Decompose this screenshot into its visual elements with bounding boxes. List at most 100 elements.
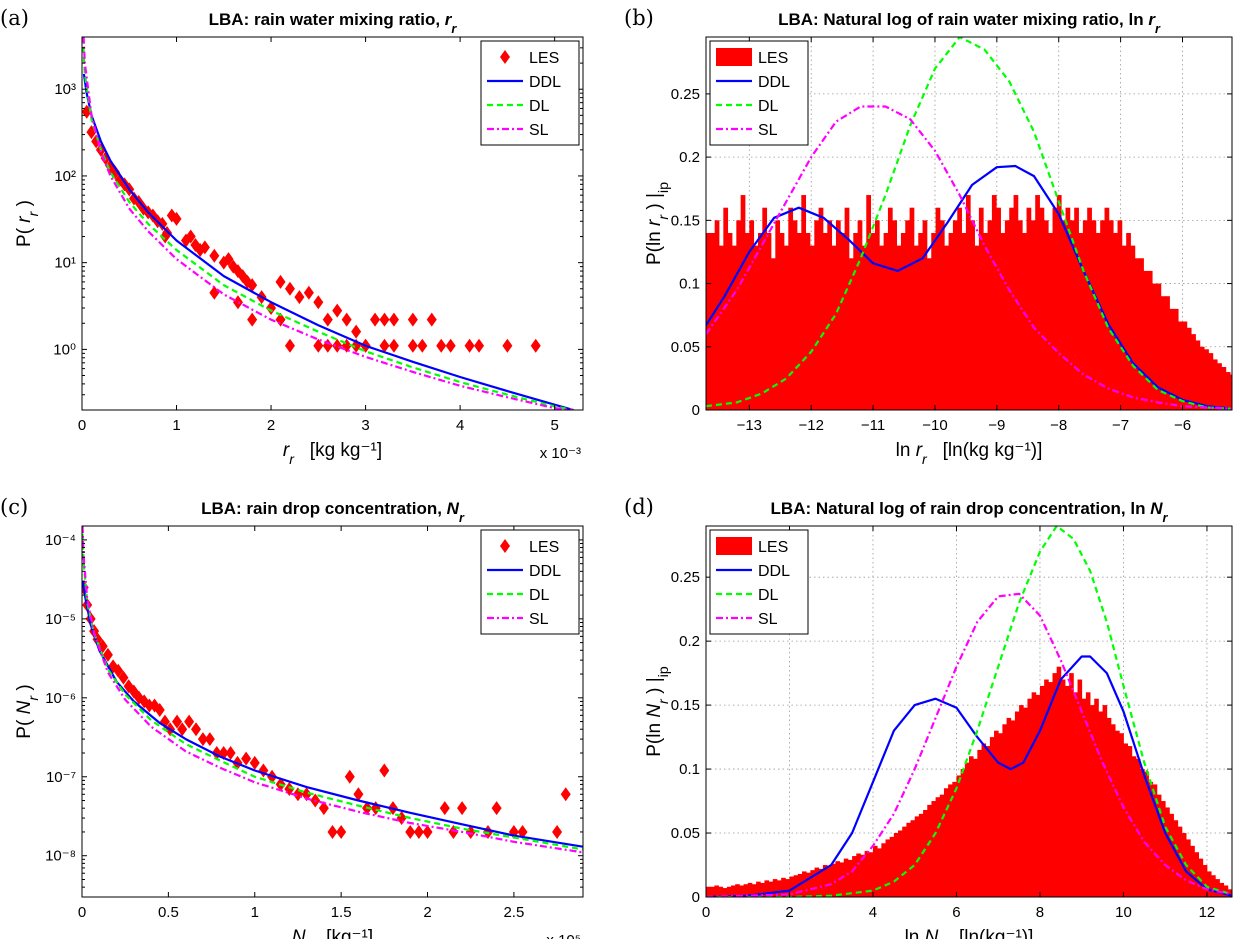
xlabel-symbol: r bbox=[283, 440, 290, 461]
hist-bar bbox=[977, 749, 982, 897]
y-axis-label: P(ln Nr ) |ip bbox=[644, 666, 672, 757]
y-tick-label: 0.1 bbox=[679, 276, 700, 293]
hist-bar bbox=[1127, 746, 1133, 897]
hist-bar bbox=[1035, 694, 1041, 897]
hist-bar bbox=[887, 207, 893, 410]
les-marker bbox=[379, 312, 390, 327]
les-marker bbox=[439, 801, 450, 816]
les-marker bbox=[332, 303, 343, 318]
hist-bar bbox=[1173, 308, 1179, 410]
les-marker bbox=[313, 295, 324, 310]
hist-bar bbox=[818, 868, 824, 897]
hist-bar bbox=[1195, 340, 1201, 410]
hist-bar bbox=[1186, 327, 1192, 410]
les-marker bbox=[284, 281, 295, 296]
hist-bar bbox=[1186, 839, 1191, 897]
hist-bar bbox=[805, 232, 811, 410]
hist-bar bbox=[1215, 879, 1220, 897]
hist-bar bbox=[776, 880, 782, 897]
hist-bar bbox=[822, 232, 828, 410]
axes-frame bbox=[705, 525, 1233, 898]
hist-bar bbox=[1181, 833, 1187, 897]
hist-bar bbox=[900, 232, 906, 410]
x-tick-label: 5 bbox=[550, 417, 558, 434]
hist-bar bbox=[722, 888, 728, 897]
panel-label: (b) bbox=[624, 6, 654, 30]
hist-bar bbox=[1169, 813, 1174, 897]
y-axis-ticks: 10⁻⁸ 10⁻⁷ 10⁻⁶ 10⁻⁵ 10⁻⁴ bbox=[45, 532, 583, 888]
x-tick-label: −9 bbox=[988, 417, 1005, 434]
legend-label: LES bbox=[758, 50, 788, 67]
hist-bar bbox=[1161, 801, 1166, 897]
hist-bar bbox=[852, 856, 857, 897]
legend-box bbox=[480, 529, 580, 635]
x-axis-ticks: 0 0.5 1 1.5 2 2.5 bbox=[78, 526, 524, 921]
x-tick-label: 2.5 bbox=[503, 904, 524, 921]
histogram-les bbox=[706, 195, 1232, 410]
les-marker bbox=[223, 252, 234, 267]
x-tick-label: 1 bbox=[172, 417, 180, 434]
hist-bar bbox=[948, 232, 954, 410]
les-marker bbox=[102, 647, 113, 662]
hist-bar bbox=[714, 885, 719, 897]
les-marker bbox=[166, 208, 177, 223]
hist-bar bbox=[1094, 698, 1099, 897]
hist-bar bbox=[853, 232, 859, 410]
hist-bar bbox=[810, 870, 815, 897]
hist-bar bbox=[1017, 220, 1023, 410]
x-tick-label: 2 bbox=[423, 904, 431, 921]
les-marker bbox=[422, 824, 433, 839]
legend-swatch-les bbox=[500, 50, 510, 64]
les-marker bbox=[249, 755, 260, 770]
hist-bar bbox=[844, 207, 850, 410]
title-symbol: r bbox=[445, 10, 453, 29]
xlabel-symbol: N bbox=[925, 927, 939, 939]
les-marker bbox=[303, 285, 314, 300]
les-marker bbox=[199, 240, 210, 255]
hist-bar bbox=[935, 207, 941, 410]
hist-bar bbox=[1013, 195, 1019, 410]
hist-bar bbox=[868, 852, 874, 897]
hist-bar bbox=[973, 758, 978, 897]
title-symbol: r bbox=[1148, 10, 1156, 29]
hist-bar bbox=[1165, 807, 1170, 897]
les-marker bbox=[144, 698, 155, 713]
hist-bar bbox=[866, 195, 872, 410]
les-marker bbox=[313, 338, 324, 353]
hist-bar bbox=[739, 885, 744, 897]
hist-bar bbox=[964, 762, 970, 897]
hist-bar bbox=[809, 245, 815, 410]
hist-bar bbox=[1110, 724, 1116, 897]
hist-bar bbox=[710, 232, 716, 410]
les-marker bbox=[474, 338, 485, 353]
hist-bar bbox=[789, 876, 795, 897]
hist-bar bbox=[935, 797, 941, 897]
x-tick-label: −10 bbox=[922, 417, 947, 434]
panel-c: 0 0.5 1 1.5 2 2.5 10⁻⁸ 10⁻⁷ 10⁻⁶ 10⁻⁵ 10⁻⁴ x 10⁵ (c)… bbox=[0, 495, 584, 939]
panel-label: (c) bbox=[0, 495, 28, 519]
hist-bar bbox=[772, 879, 778, 897]
hist-bar bbox=[1027, 698, 1033, 897]
hist-bar bbox=[913, 245, 919, 410]
ylabel-pre: P(ln bbox=[644, 226, 665, 265]
hist-bar bbox=[797, 873, 803, 897]
hist-bar bbox=[970, 220, 975, 410]
hist-bar bbox=[939, 794, 945, 897]
hist-bar bbox=[981, 743, 987, 897]
xlabel-symbol: r bbox=[916, 440, 923, 461]
hist-bar bbox=[1199, 346, 1205, 410]
les-marker bbox=[530, 338, 541, 353]
hist-bar bbox=[1147, 270, 1153, 410]
hist-bar bbox=[1078, 232, 1084, 410]
hist-bar bbox=[974, 245, 980, 410]
y-axis-ticks: 0 0.05 0.1 0.15 0.2 0.25 bbox=[671, 569, 1232, 906]
y-tick-label: 0.25 bbox=[671, 86, 700, 103]
ylabel-pre: P( bbox=[14, 223, 35, 247]
ylabel-post: ) bbox=[14, 684, 35, 696]
hist-bar bbox=[881, 843, 886, 897]
hist-bar bbox=[883, 232, 889, 410]
hist-bar bbox=[985, 746, 991, 897]
hist-bar bbox=[1198, 858, 1204, 897]
hist-bar bbox=[1211, 875, 1216, 897]
